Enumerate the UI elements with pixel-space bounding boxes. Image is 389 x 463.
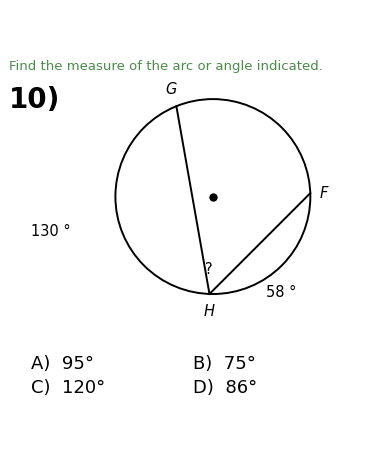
Text: 58 °: 58 ° <box>266 285 296 300</box>
Text: H: H <box>204 304 215 319</box>
Text: F: F <box>319 186 328 200</box>
Text: 10): 10) <box>9 86 60 114</box>
Text: B)  75°: B) 75° <box>193 355 256 373</box>
Text: Find the measure of the arc or angle indicated.: Find the measure of the arc or angle ind… <box>9 61 322 74</box>
Text: ?: ? <box>205 263 213 277</box>
Text: G: G <box>165 82 177 97</box>
Text: 130 °: 130 ° <box>31 224 70 239</box>
Text: C)  120°: C) 120° <box>31 379 105 397</box>
Text: A)  95°: A) 95° <box>31 355 94 373</box>
Text: D)  86°: D) 86° <box>193 379 257 397</box>
